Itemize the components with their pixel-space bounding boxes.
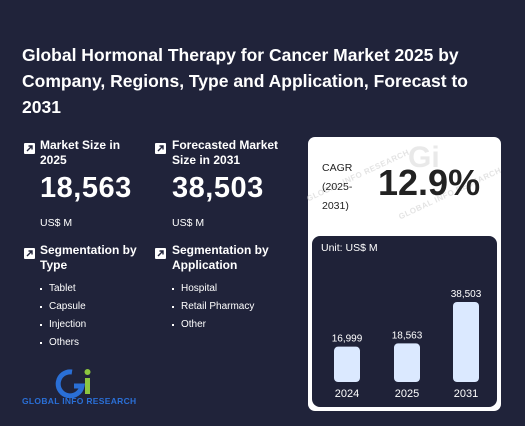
market-size-value: 18,563 — [40, 172, 132, 204]
page-title: Global Hormonal Therapy for Cancer Marke… — [22, 45, 468, 117]
bar-chart: Unit: US$ M 16,999 2024 18,563 2025 38,503 20… — [312, 236, 497, 407]
segmentation-application-list: Hospital Retail Pharmacy Other — [172, 280, 254, 334]
x-tick-label: 2025 — [395, 388, 419, 400]
list-item: Retail Pharmacy — [172, 298, 254, 316]
arrow-up-right-icon — [24, 143, 35, 154]
x-tick-label: 2031 — [454, 388, 478, 400]
market-size-label: Market Size in 2025 — [40, 138, 121, 167]
arrow-up-right-icon — [155, 143, 166, 154]
bar-value-label: 18,563 — [392, 330, 423, 341]
company-logo: GLOBAL INFO RESEARCH — [22, 366, 136, 410]
cagr-label-line: CAGR — [322, 162, 353, 174]
segmentation-type-label: Segmentation by Type — [40, 243, 137, 272]
list-item: Tablet — [40, 280, 86, 298]
forecast-unit: US$ M — [172, 217, 205, 229]
chart-canvas: 16,999 2024 18,563 2025 38,503 2031 — [332, 289, 482, 400]
bar-value-label: 16,999 — [332, 334, 363, 345]
arrow-up-right-icon — [24, 248, 35, 259]
segmentation-application-label: Segmentation by Application — [172, 243, 269, 272]
bar-2024 — [334, 346, 360, 382]
cagr-card: Gi GLOBAL INFO RESEARCH GLOBAL INFO RESE… — [305, 137, 503, 411]
list-item: Injection — [40, 316, 86, 334]
forecast-label: Forecasted Market Size in 2031 — [172, 138, 279, 167]
cagr-label: CAGR (2025- 2031) — [322, 159, 352, 216]
cagr-value: 12.9% — [378, 162, 481, 203]
bar-2031 — [453, 302, 479, 382]
cagr-label-line: 2031) — [322, 200, 349, 212]
arrow-up-right-icon — [155, 248, 166, 259]
list-item: Hospital — [172, 280, 254, 298]
list-item: Other — [172, 316, 254, 334]
forecast-value: 38,503 — [172, 172, 264, 204]
logo-text: GLOBAL INFO RESEARCH — [22, 396, 137, 406]
list-item: Capsule — [40, 298, 86, 316]
list-item: Others — [40, 334, 86, 352]
segmentation-type-list: Tablet Capsule Injection Others — [40, 280, 86, 352]
logo-mark-icon — [55, 369, 91, 399]
market-size-unit: US$ M — [40, 217, 73, 229]
bar-value-label: 38,503 — [451, 289, 482, 300]
bar-2025 — [394, 343, 420, 382]
watermark-mark: Gi — [408, 141, 440, 174]
x-tick-label: 2024 — [335, 388, 359, 400]
cagr-label-line: (2025- — [322, 181, 353, 193]
chart-unit-label: Unit: US$ M — [321, 242, 378, 254]
